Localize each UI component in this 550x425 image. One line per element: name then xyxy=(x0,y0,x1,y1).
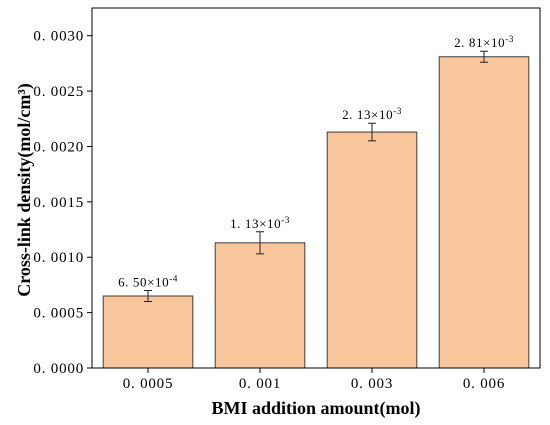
data-label-4: 2. 81×10-3 xyxy=(454,34,514,50)
data-label-3: 2. 13×10-3 xyxy=(342,106,402,122)
y-axis-label: Cross-link density(mol/cm³) xyxy=(14,83,35,297)
x-tick-label-4: 0. 006 xyxy=(463,376,505,392)
error-bar-4 xyxy=(480,50,488,63)
y-tick-label-6: 0. 0025 xyxy=(33,84,84,100)
data-label-1: 6. 50×10-4 xyxy=(118,273,178,289)
data-label-2-mantissa: 1. 13×10 xyxy=(230,216,281,231)
x-axis: 0. 0005 0. 001 0. 003 0. 006 xyxy=(123,368,505,392)
plot-frame xyxy=(91,7,541,369)
bar-1 xyxy=(102,295,194,369)
bar-2 xyxy=(214,242,306,369)
error-bars-group xyxy=(144,50,488,303)
data-label-4-mantissa: 2. 81×10 xyxy=(454,35,505,50)
error-bar-3 xyxy=(368,122,376,142)
bar-4 xyxy=(438,56,530,369)
y-tick-label-3: 0. 0010 xyxy=(33,250,84,266)
bars-group xyxy=(102,56,530,369)
x-tick-label-3: 0. 003 xyxy=(351,376,393,392)
data-labels-group: 6. 50×10-41. 13×10-32. 13×10-32. 81×10-3 xyxy=(118,34,514,289)
x-tick-label-2: 0. 001 xyxy=(239,376,281,392)
data-label-2-exponent: -3 xyxy=(281,215,290,225)
error-bar-2 xyxy=(256,231,264,255)
data-label-3-exponent: -3 xyxy=(393,106,402,116)
y-tick-label-4: 0. 0015 xyxy=(33,195,84,211)
data-label-1-mantissa: 6. 50×10 xyxy=(118,274,169,289)
data-label-1-exponent: -4 xyxy=(169,273,178,283)
data-label-4-exponent: -3 xyxy=(505,34,514,44)
y-tick-label-5: 0. 0020 xyxy=(33,139,84,155)
y-axis: 0. 0000 0. 0005 0. 0010 0. 0015 0. 0020 0. 00… xyxy=(33,29,92,377)
bar-3 xyxy=(326,131,418,369)
data-label-3-mantissa: 2. 13×10 xyxy=(342,107,393,122)
y-tick-label-2: 0. 0005 xyxy=(33,306,84,322)
y-tick-label-7: 0. 0030 xyxy=(33,29,84,45)
x-axis-label: BMI addition amount(mol) xyxy=(211,398,420,419)
y-tick-label-1: 0. 0000 xyxy=(33,361,84,377)
x-tick-label-1: 0. 0005 xyxy=(123,376,174,392)
error-bar-1 xyxy=(144,289,152,303)
data-label-2: 1. 13×10-3 xyxy=(230,215,290,231)
